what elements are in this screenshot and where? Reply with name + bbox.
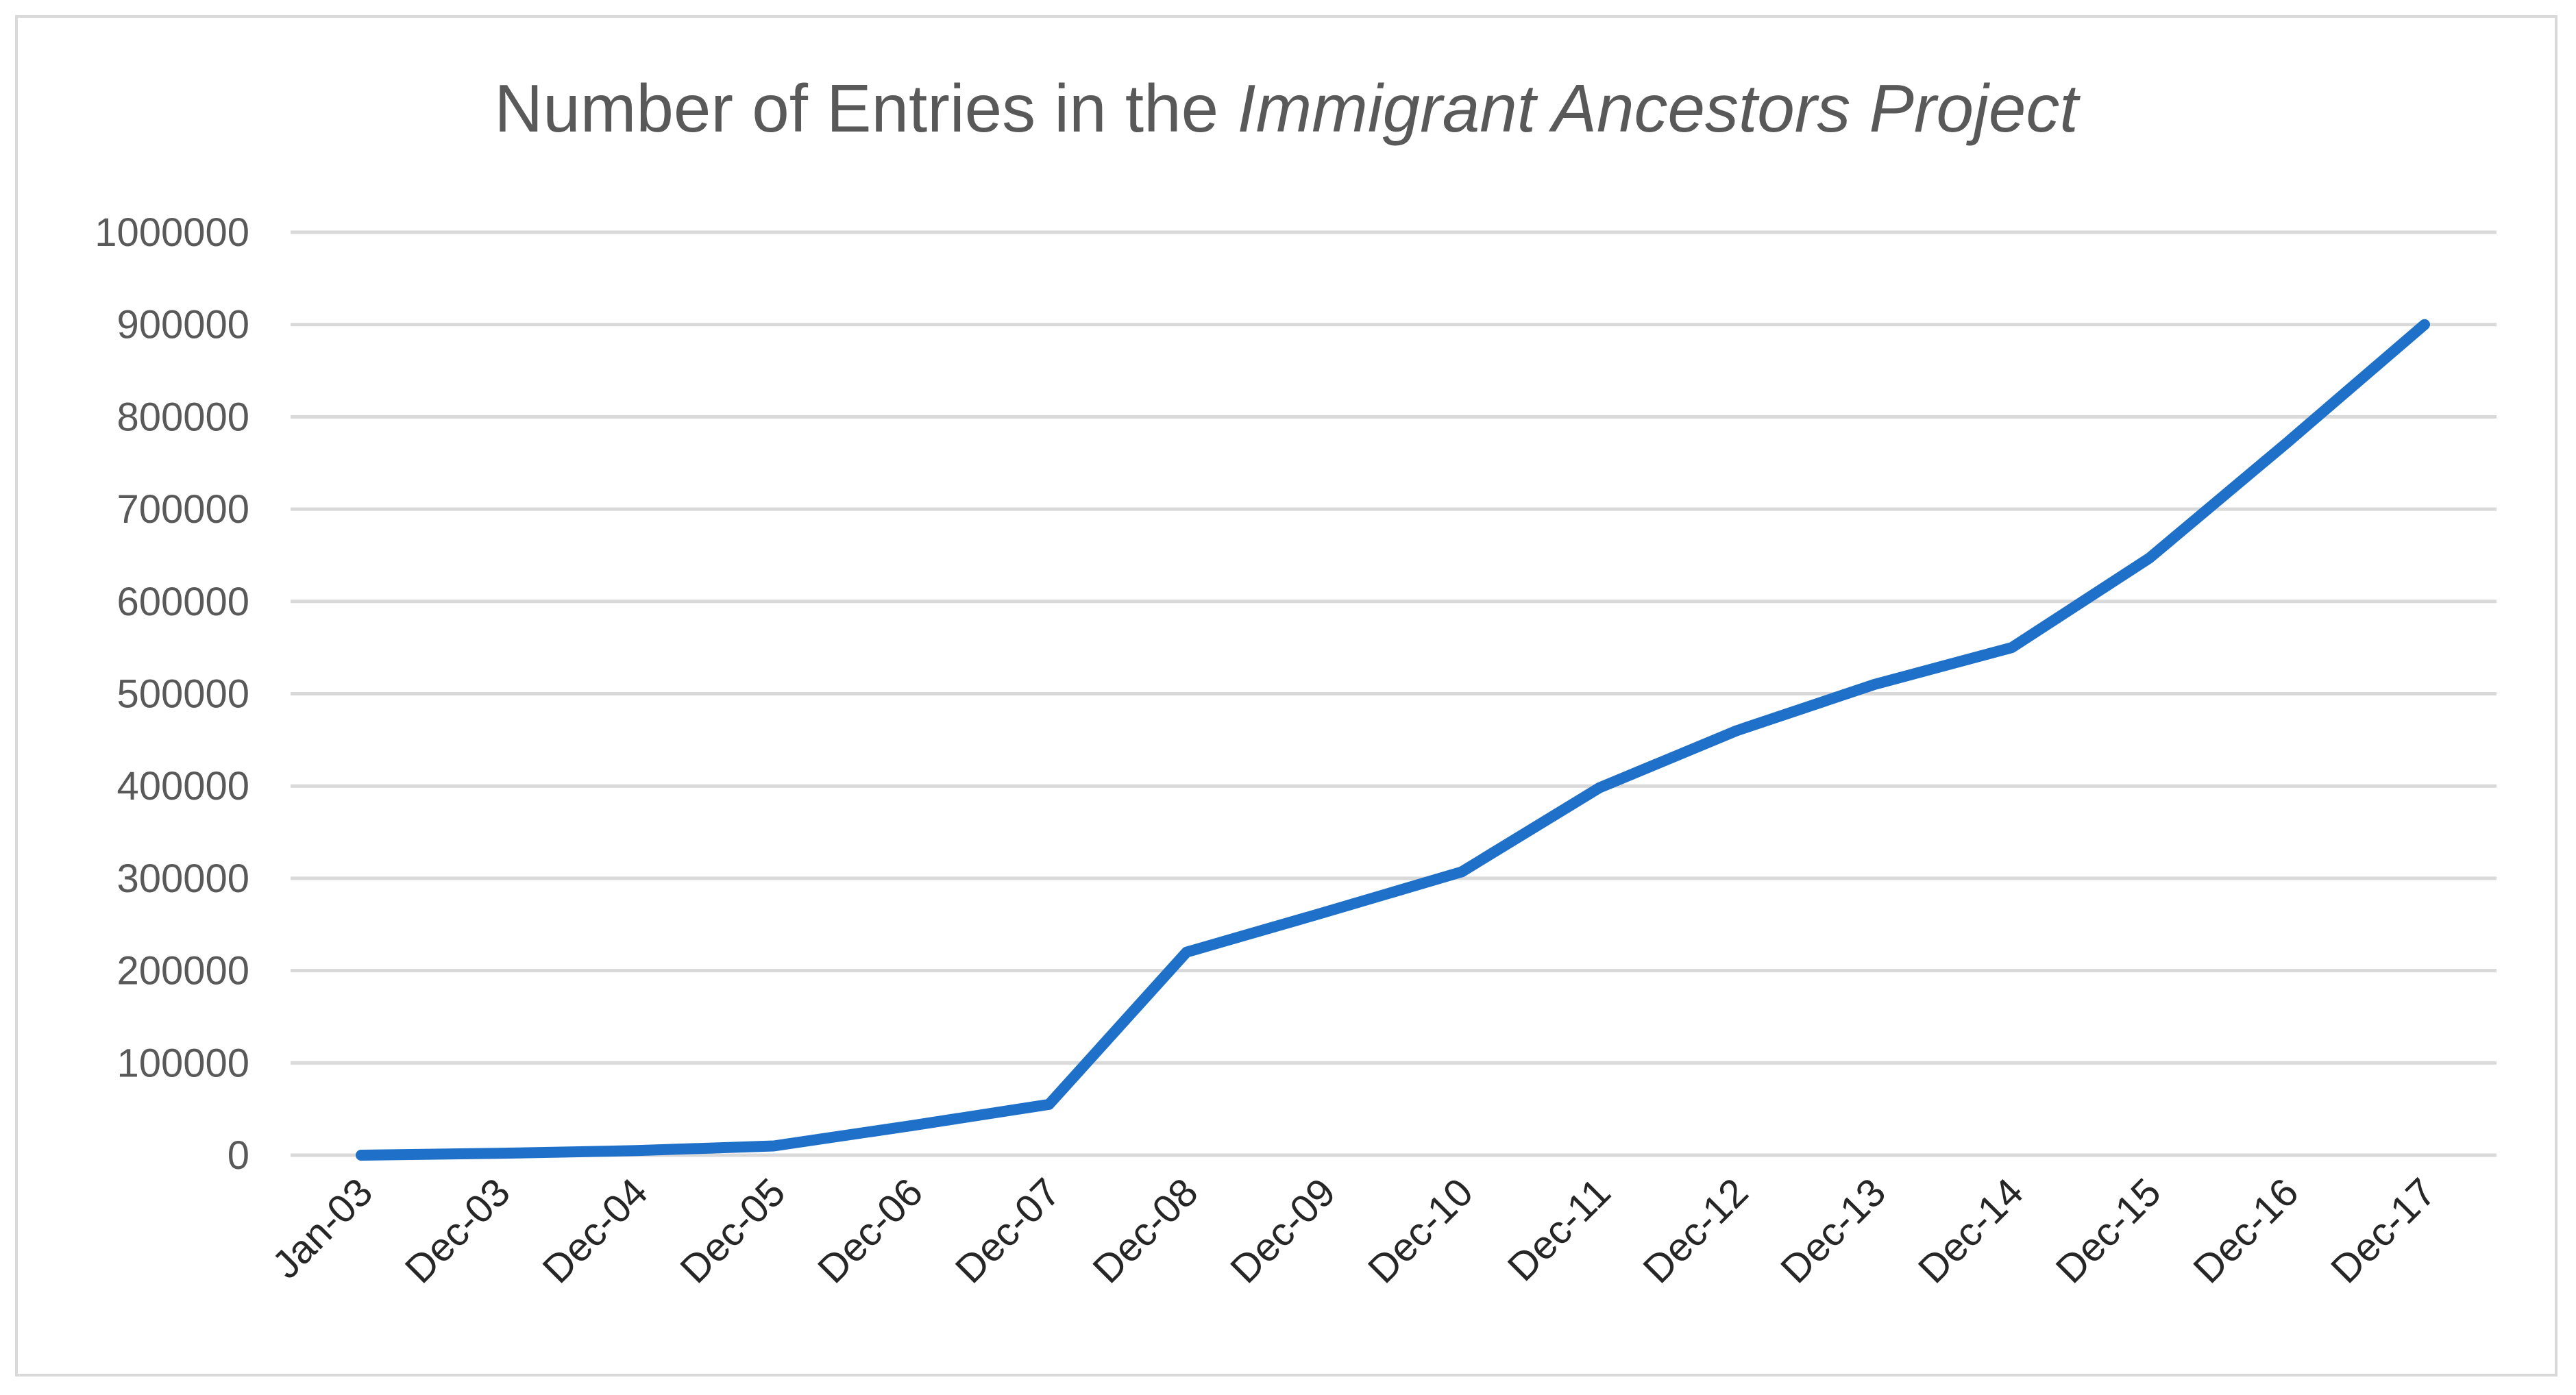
x-tick-label: Dec-13 [1772,1170,1894,1292]
x-tick-label: Dec-10 [1360,1170,1482,1292]
x-axis-ticks: Jan-03 Dec-03 Dec-04 Dec-05 Dec-06 Dec-07 Dec-… [264,1170,2444,1292]
x-tick-label: Dec-07 [947,1170,1069,1292]
x-tick-label: Jan-03 [264,1170,381,1287]
line-chart: Number of Entries in the Immigrant Ances… [95,71,2497,1292]
x-tick-label: Dec-09 [1222,1170,1344,1292]
x-tick-label: Dec-12 [1634,1170,1756,1292]
x-tick-label: Dec-08 [1084,1170,1206,1292]
y-tick-label: 900000 [116,303,249,347]
y-tick-label: 700000 [116,487,249,532]
chart-title: Number of Entries in the Immigrant Ances… [494,71,2081,146]
y-tick-label: 100000 [116,1041,249,1085]
x-tick-label: Dec-04 [534,1170,656,1292]
chart-title-italic: Immigrant Ancestors Project [1237,71,2081,146]
x-tick-label: Dec-11 [1499,1170,1619,1289]
y-axis-ticks: 0 100000 200000 300000 400000 500000 600000 700… [95,210,249,1178]
y-tick-label: 600000 [116,580,249,624]
x-tick-label: Dec-15 [2048,1170,2170,1292]
y-tick-label: 800000 [116,395,249,439]
y-tick-label: 400000 [116,764,249,808]
gridlines [291,230,2497,1157]
chart-title-prefix: Number of Entries in the [494,71,1237,146]
y-tick-label: 1000000 [95,210,249,255]
x-tick-label: Dec-14 [1910,1170,2032,1292]
chart-frame: Number of Entries in the Immigrant Ances… [15,15,2557,1377]
y-tick-label: 0 [228,1133,249,1178]
y-tick-label: 300000 [116,856,249,901]
y-tick-label: 500000 [116,672,249,717]
x-tick-label: Dec-03 [397,1170,519,1292]
x-tick-label: Dec-05 [672,1170,794,1292]
x-tick-label: Dec-06 [809,1170,931,1292]
series-layer [356,319,2430,1161]
y-tick-label: 200000 [116,949,249,993]
series-line [356,319,2430,1161]
x-tick-label: Dec-17 [2322,1170,2444,1292]
x-tick-label: Dec-16 [2185,1170,2307,1292]
